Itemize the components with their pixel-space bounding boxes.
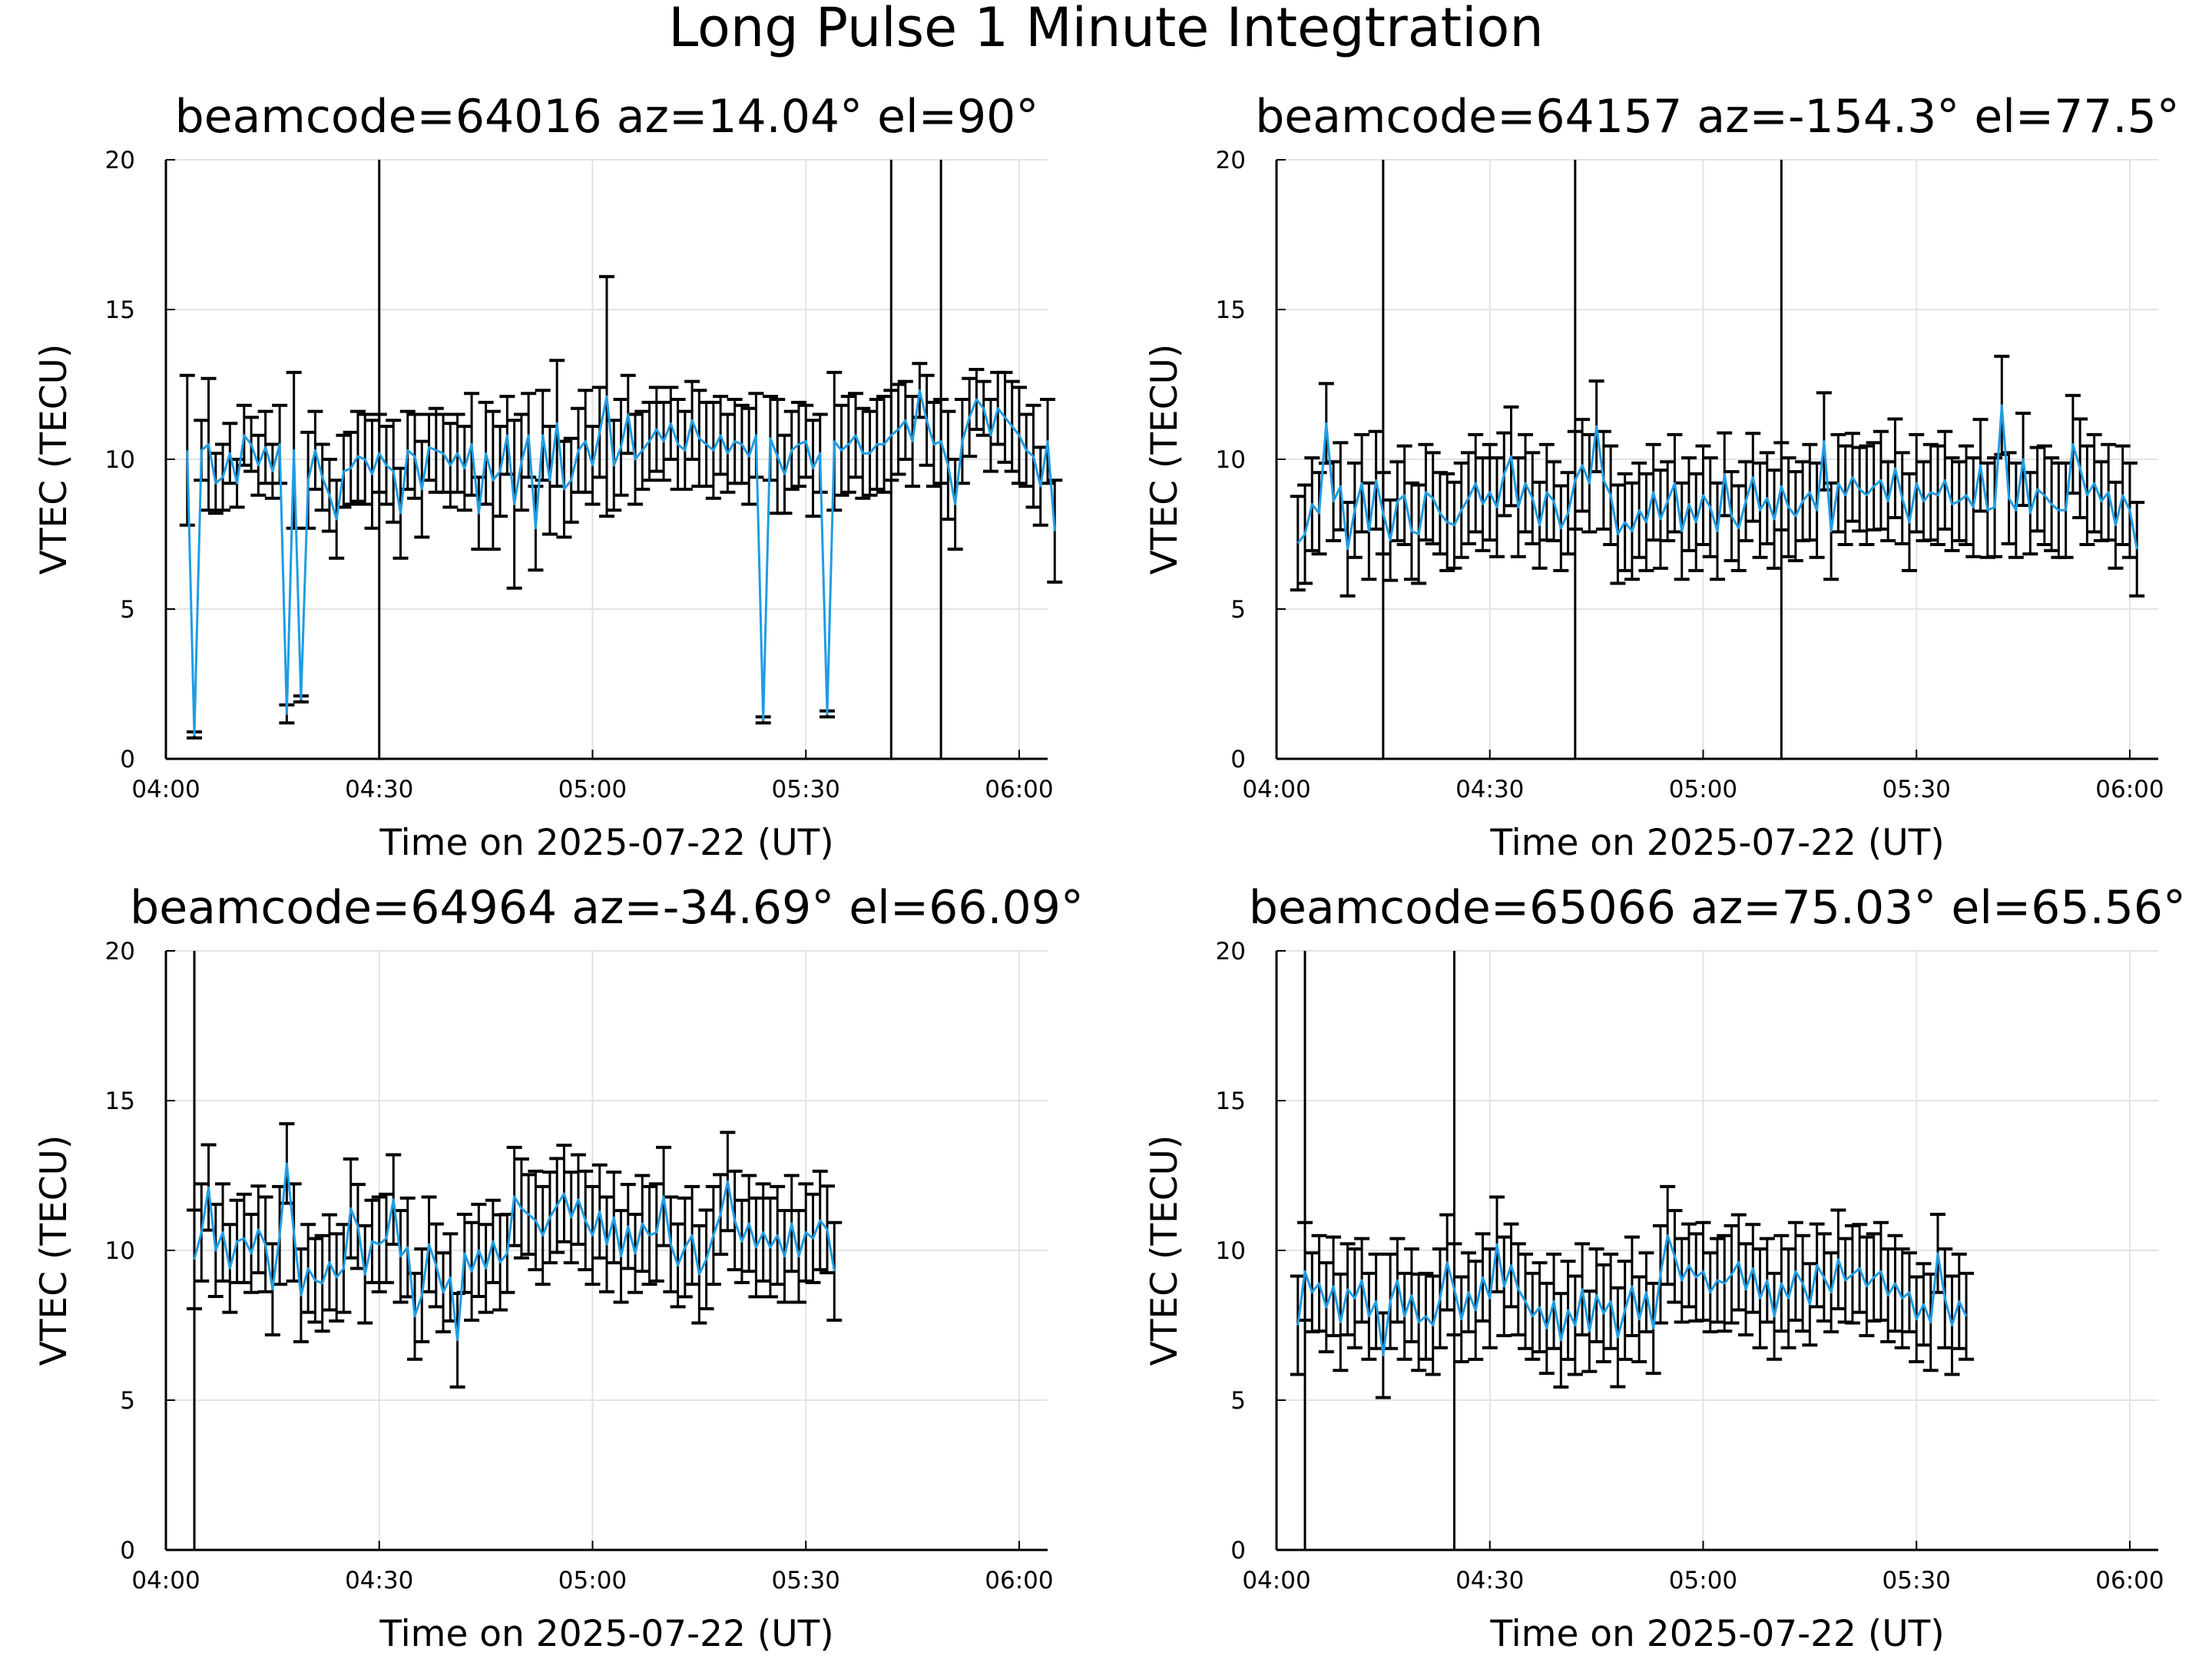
- subplot-1-xtick-label-4: 06:00: [985, 776, 1053, 803]
- subplot-4-ytick-label-4: 20: [1216, 938, 1246, 965]
- subplot-2-xlabel: Time on 2025-07-22 (UT): [1489, 822, 1944, 864]
- subplot-3-ytick-label-1: 5: [120, 1387, 135, 1415]
- subplot-1-series-line: [186, 389, 1056, 737]
- subplot-4-ytick-label-0: 0: [1230, 1537, 1246, 1565]
- subplot-4-xtick-label-3: 05:30: [1883, 1567, 1951, 1594]
- subplot-2-ytick-label-3: 15: [1216, 296, 1246, 324]
- subplot-4-ytick-label-2: 10: [1216, 1237, 1246, 1265]
- subplot-1: beamcode=64016 az=14.04° el=90° Time on …: [33, 90, 1063, 864]
- subplot-2-series-line: [1296, 404, 2138, 551]
- subplot-1-ytick-label-0: 0: [120, 746, 135, 773]
- subplot-2-ytick-label-2: 10: [1216, 446, 1246, 474]
- subplot-2-ytick-label-0: 0: [1230, 746, 1246, 773]
- subplot-3-ylabel: VTEC (TECU): [33, 1135, 75, 1366]
- subplot-4-ylabel: VTEC (TECU): [1144, 1135, 1186, 1366]
- subplot-4-xtick-label-1: 04:30: [1455, 1567, 1524, 1594]
- subplot-3-ytick-label-0: 0: [120, 1537, 135, 1565]
- subplot-1-xtick-label-2: 05:00: [558, 776, 627, 803]
- subplot-3-ytick-label-2: 10: [105, 1237, 135, 1265]
- subplot-3-xtick-label-3: 05:30: [772, 1567, 840, 1594]
- subplot-2-xtick-label-4: 06:00: [2095, 776, 2164, 803]
- subplot-2-xtick-label-1: 04:30: [1455, 776, 1524, 803]
- figure-title: Long Pulse 1 Minute Integtration: [668, 0, 1544, 59]
- subplot-2-ylabel: VTEC (TECU): [1144, 344, 1186, 575]
- subplot-4-ytick-label-3: 15: [1216, 1088, 1246, 1115]
- subplot-4-xtick-label-0: 04:00: [1242, 1567, 1310, 1594]
- subplot-2-ytick-label-4: 20: [1216, 147, 1246, 174]
- subplot-1-ytick-label-1: 5: [120, 596, 135, 624]
- subplot-3-xlabel: Time on 2025-07-22 (UT): [379, 1613, 833, 1655]
- subplot-1-xtick-label-0: 04:00: [131, 776, 200, 803]
- subplot-2-xtick-label-2: 05:00: [1669, 776, 1737, 803]
- subplot-1-ytick-label-4: 20: [105, 147, 135, 174]
- subplot-3-xtick-label-0: 04:00: [131, 1567, 200, 1594]
- subplot-2-title: beamcode=64157 az=-154.3° el=77.5°: [1255, 90, 2180, 144]
- subplot-3: beamcode=64964 az=-34.69° el=66.09° Time…: [33, 881, 1084, 1655]
- subplot-3-xtick-label-4: 06:00: [985, 1567, 1053, 1594]
- subplot-1-xtick-label-3: 05:30: [772, 776, 840, 803]
- subplot-2-ytick-label-1: 5: [1230, 596, 1246, 624]
- subplot-3-ytick-label-3: 15: [105, 1088, 135, 1115]
- subplot-3-xtick-label-1: 04:30: [345, 1567, 413, 1594]
- subplot-4-title: beamcode=65066 az=75.03° el=65.56°: [1249, 881, 2186, 935]
- subplot-4-ytick-label-1: 5: [1230, 1387, 1246, 1415]
- subplot-3-series-line: [193, 1162, 836, 1342]
- subplot-4: beamcode=65066 az=75.03° el=65.56° Time …: [1144, 881, 2186, 1655]
- subplot-1-ytick-label-3: 15: [105, 296, 135, 324]
- subplot-2: beamcode=64157 az=-154.3° el=77.5° Time …: [1144, 90, 2180, 864]
- subplot-1-xlabel: Time on 2025-07-22 (UT): [379, 822, 833, 864]
- subplot-3-xtick-label-2: 05:00: [558, 1567, 627, 1594]
- subplot-4-xtick-label-4: 06:00: [2095, 1567, 2164, 1594]
- subplot-3-ytick-label-4: 20: [105, 938, 135, 965]
- subplot-4-xtick-label-2: 05:00: [1669, 1567, 1737, 1594]
- subplot-2-xtick-label-0: 04:00: [1242, 776, 1310, 803]
- subplot-1-ylabel: VTEC (TECU): [33, 344, 75, 575]
- subplot-1-title: beamcode=64016 az=14.04° el=90°: [175, 90, 1039, 144]
- subplot-1-xtick-label-1: 04:30: [345, 776, 413, 803]
- subplot-1-ytick-label-2: 10: [105, 446, 135, 474]
- subplot-2-xtick-label-3: 05:30: [1883, 776, 1951, 803]
- subplot-4-xlabel: Time on 2025-07-22 (UT): [1489, 1613, 1944, 1655]
- subplot-3-title: beamcode=64964 az=-34.69° el=66.09°: [130, 881, 1084, 935]
- subplot-4-series-line: [1296, 1234, 1968, 1356]
